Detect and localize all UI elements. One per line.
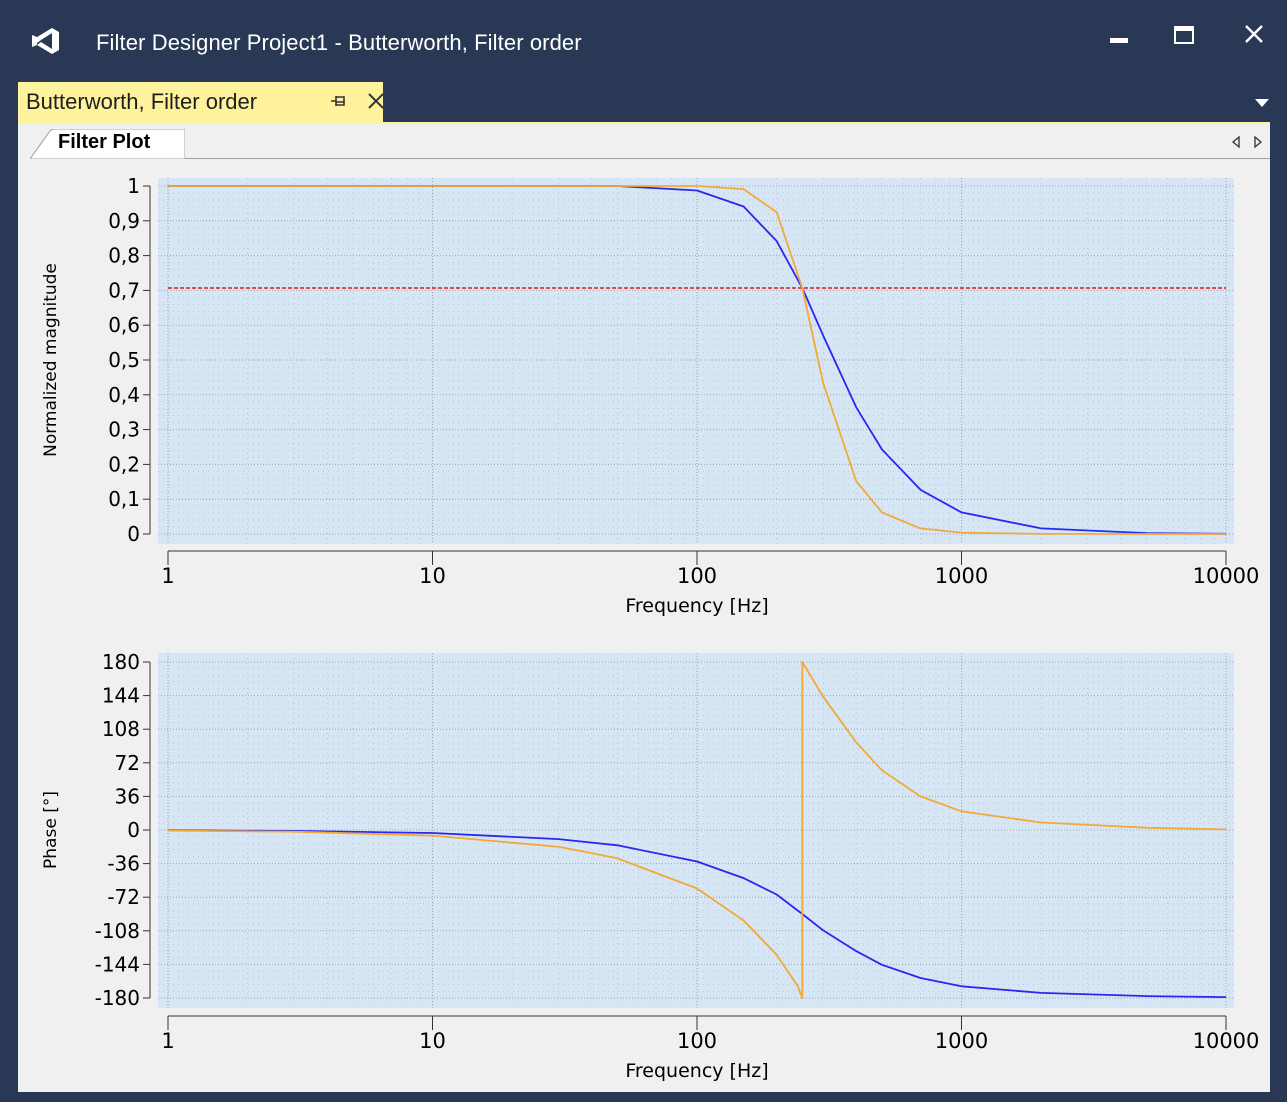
close-icon[interactable] [1236,18,1272,54]
maximize-icon[interactable] [1166,18,1202,54]
scroll-right-icon[interactable] [1254,135,1263,149]
chevron-down-icon[interactable] [1254,96,1270,108]
document-tab-label: Butterworth, Filter order [26,89,258,114]
document-tab[interactable]: Butterworth, Filter order [18,82,386,122]
window-title: Filter Designer Project1 - Butterworth, … [96,30,582,55]
minimize-icon[interactable] [1102,18,1138,54]
plot-tab-label: Filter Plot [58,131,151,153]
document-content [18,122,1270,1092]
title-bar: Filter Designer Project1 - Butterworth, … [0,0,1287,82]
pin-icon[interactable] [330,92,348,110]
visual-studio-icon [32,28,59,54]
plot-tab[interactable] [30,129,185,159]
scroll-left-icon[interactable] [1231,135,1240,149]
tab-close-icon[interactable] [366,91,386,111]
tab-scroll-arrows [1231,135,1263,149]
tab-strip-divider [185,158,1270,159]
